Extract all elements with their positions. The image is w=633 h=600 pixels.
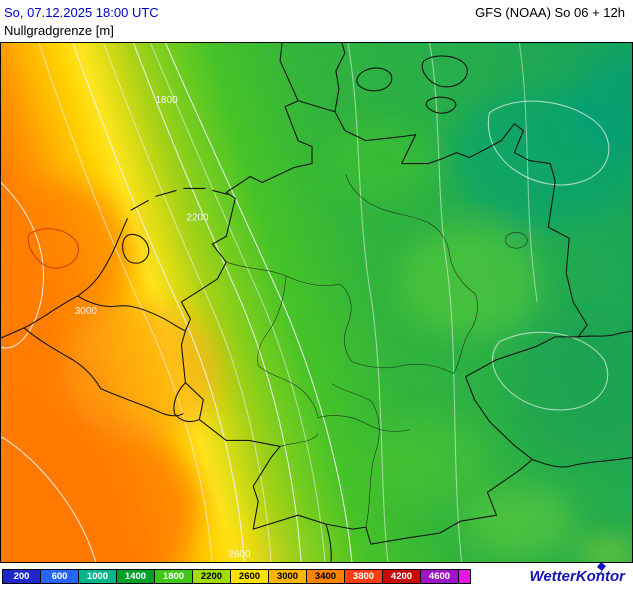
header: So, 07.12.2025 18:00 UTC GFS (NOAA) So 0… <box>0 0 633 42</box>
contour-label: 3000 <box>75 306 98 317</box>
red-contour <box>27 228 79 269</box>
parameter-label: Nullgradgrenze [m] <box>4 23 114 38</box>
legend-item: 4600 <box>420 569 459 584</box>
color-scale-legend: 200 600 1000 1400 1800 2200 2600 3000 3400 3800 42… <box>2 569 471 584</box>
contour-label: 2600 <box>228 549 251 560</box>
contour-label: 1800 <box>156 95 179 106</box>
footer: 200 600 1000 1400 1800 2200 2600 3000 3400 3800 42… <box>0 562 633 585</box>
legend-item: 1400 <box>116 569 155 584</box>
weather-map: 1800 2200 2600 3000 <box>0 42 633 563</box>
contour-labels: 1800 2200 2600 3000 <box>75 95 251 560</box>
legend-item: 3800 <box>344 569 383 584</box>
logo-text: WetterKontor <box>529 568 625 585</box>
datetime-label: So, 07.12.2025 18:00 UTC <box>4 5 159 20</box>
legend-item: 2200 <box>192 569 231 584</box>
legend-item: 3000 <box>268 569 307 584</box>
legend-item: 3400 <box>306 569 345 584</box>
legend-item <box>458 569 471 584</box>
contour-label: 2200 <box>186 212 209 223</box>
legend-item: 600 <box>40 569 79 584</box>
legend-item: 200 <box>2 569 41 584</box>
field-blobs <box>1 52 632 562</box>
legend-item: 4200 <box>382 569 421 584</box>
model-run-label: GFS (NOAA) So 06 + 12h <box>475 5 625 20</box>
map-canvas: 1800 2200 2600 3000 <box>1 43 632 562</box>
wetterkontor-logo[interactable]: WetterKontor <box>529 562 631 585</box>
germany-border <box>180 100 588 545</box>
legend-item: 2600 <box>230 569 269 584</box>
kite-icon <box>595 562 606 574</box>
legend-item: 1800 <box>154 569 193 584</box>
contour-lines <box>1 43 610 562</box>
state-borders <box>226 174 528 528</box>
country-borders <box>1 43 632 562</box>
legend-item: 1000 <box>78 569 117 584</box>
